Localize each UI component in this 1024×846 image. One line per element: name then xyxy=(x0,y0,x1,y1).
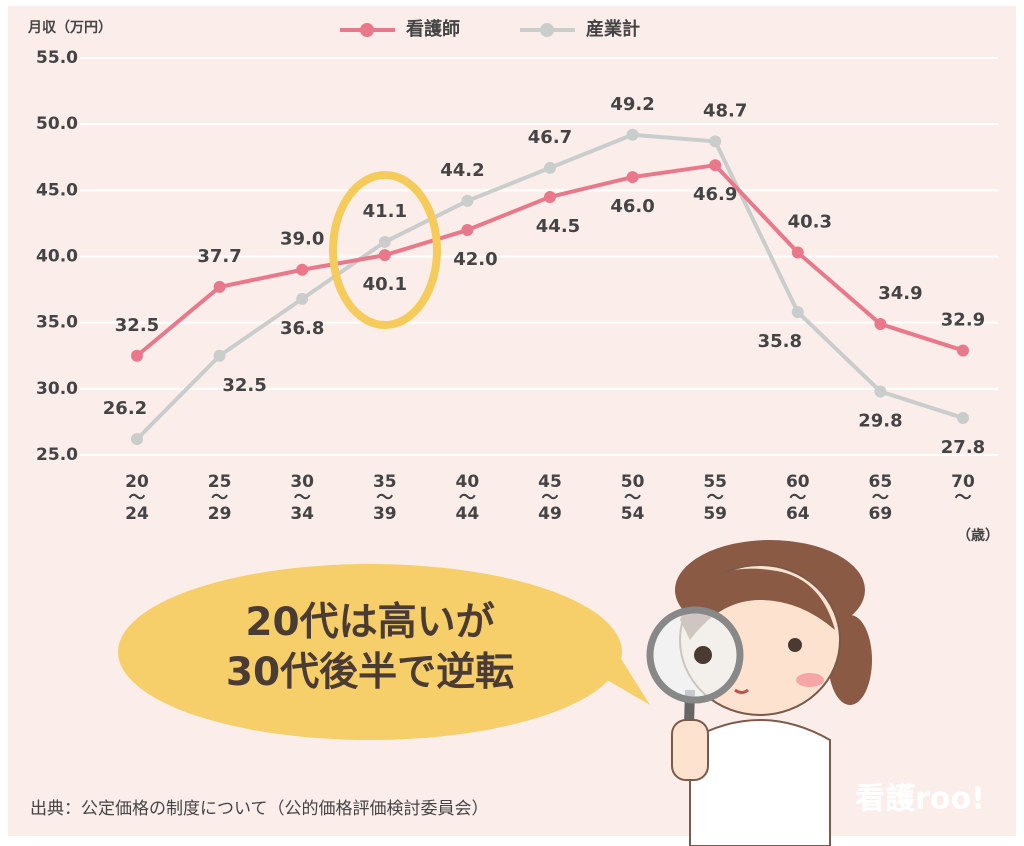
point xyxy=(296,292,309,305)
y-tick-label: 40.0 xyxy=(36,247,78,267)
x-tick-label: 70 〜 xyxy=(951,472,975,508)
point xyxy=(544,161,556,174)
value-label: 36.8 xyxy=(280,318,324,339)
point xyxy=(213,349,226,362)
source: 出典：公定価格の制度について（公的価格評価検討委員会） xyxy=(30,799,489,819)
y-tick-label: 35.0 xyxy=(36,313,78,333)
point xyxy=(213,280,226,293)
y-tick-label: 25.0 xyxy=(36,445,78,465)
y-axis-label: 月収（万円） xyxy=(27,19,112,36)
value-label: 32.5 xyxy=(222,375,266,396)
point xyxy=(461,224,474,237)
legend-label: 産業計 xyxy=(586,18,640,40)
x-tick-label: 25 〜 29 xyxy=(207,472,232,524)
x-tick-label: 45 〜 49 xyxy=(538,472,562,524)
value-label: 34.9 xyxy=(878,283,922,304)
y-tick-label: 30.0 xyxy=(36,379,78,399)
point xyxy=(626,128,639,141)
point xyxy=(874,385,887,398)
value-label: 27.8 xyxy=(941,437,985,458)
value-label: 32.5 xyxy=(115,315,159,336)
point xyxy=(874,317,887,330)
point xyxy=(791,246,804,259)
x-tick-label: 60 〜 64 xyxy=(785,472,810,524)
point xyxy=(957,411,969,424)
x-tick-label: 30 〜 34 xyxy=(290,472,315,524)
x-tick-label: 65 〜 69 xyxy=(868,472,893,524)
value-label: 40.3 xyxy=(788,212,832,233)
nurse-illustration xyxy=(646,540,872,846)
value-label: 46.7 xyxy=(528,127,572,148)
point xyxy=(461,194,474,207)
value-label: 32.9 xyxy=(941,309,985,330)
logo: 看護roo! xyxy=(855,782,985,817)
series: 32.5 37.7 39.0 40.1 42.0 44.5 46.0 46.9 40.3 34.9… xyxy=(115,159,985,362)
point xyxy=(296,263,309,276)
point xyxy=(957,344,969,357)
value-label: 39.0 xyxy=(280,229,324,250)
point xyxy=(131,433,143,446)
value-label: 44.5 xyxy=(536,216,580,237)
point xyxy=(626,171,639,184)
x-tick-label: 50 〜 54 xyxy=(620,472,645,524)
x-tick-label: 35 〜 39 xyxy=(372,472,397,524)
value-label: 46.0 xyxy=(610,196,654,217)
value-label: 37.7 xyxy=(197,246,241,267)
value-label: 41.1 xyxy=(363,201,407,222)
x-tick-label: 55 〜 59 xyxy=(703,472,728,524)
point xyxy=(378,249,391,262)
x-tick-label: 20 〜 24 xyxy=(125,472,149,524)
legend-label: 看護師 xyxy=(405,18,460,40)
point xyxy=(378,235,391,248)
bubble-tail xyxy=(590,625,650,705)
annotation: 20代は高いが 30代後半で逆転 xyxy=(225,600,515,695)
point xyxy=(791,306,804,319)
value-label: 46.9 xyxy=(693,184,737,205)
y-tick-label: 50.0 xyxy=(36,114,78,134)
point xyxy=(544,190,556,203)
x-tick-label: 40 〜 44 xyxy=(455,472,480,524)
point xyxy=(709,159,722,172)
value-label: 48.7 xyxy=(703,100,747,121)
highlight-circle xyxy=(329,171,441,329)
value-label: 49.2 xyxy=(610,94,654,115)
value-label: 35.8 xyxy=(758,331,802,352)
legend-marker xyxy=(540,23,554,37)
value-label: 42.0 xyxy=(453,249,497,270)
value-label: 26.2 xyxy=(103,398,147,419)
x-axis-label: （歳） xyxy=(957,527,999,544)
point xyxy=(709,135,722,148)
y-tick-label: 55.0 xyxy=(36,48,78,68)
value-label: 44.2 xyxy=(440,160,484,181)
point xyxy=(131,349,143,362)
value-label: 40.1 xyxy=(363,274,407,295)
legend-marker xyxy=(360,23,374,37)
value-label: 29.8 xyxy=(858,410,902,431)
y-tick-label: 45.0 xyxy=(36,180,78,200)
speech-bubble xyxy=(118,564,622,740)
series: 26.2 32.5 36.8 41.1 44.2 46.7 49.2 48.7 35.8 29.8… xyxy=(103,94,985,458)
